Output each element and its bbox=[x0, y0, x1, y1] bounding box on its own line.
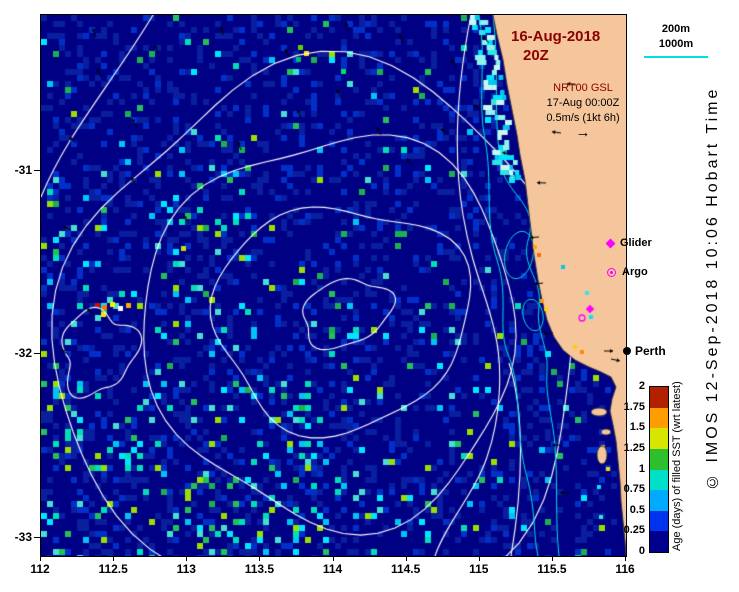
model-annotation: NRT00 GSL 17-Aug 00:00Z 0.5m/s (1kt 6h) … bbox=[527, 81, 639, 141]
x-tick-mark bbox=[113, 556, 115, 561]
colorbar-axis-label: Age (days) of filled SST (wrt latest) bbox=[671, 381, 683, 551]
perth-city-label: Perth bbox=[635, 344, 666, 358]
copyright-text: © IMOS 12-Sep-2018 10:06 Hobart Time bbox=[704, 86, 721, 490]
perth-city-marker bbox=[623, 347, 631, 355]
colorbar-tick-label: 0.5 bbox=[629, 503, 645, 516]
x-tick-label: 113 bbox=[176, 562, 196, 576]
argo-circle-dot bbox=[610, 270, 613, 274]
vector-scale-label: 0.5m/s (1kt 6h) bbox=[546, 112, 620, 124]
colorbar-segment bbox=[650, 531, 668, 552]
colorbar-segment bbox=[650, 469, 668, 491]
glider-diamond-icon bbox=[605, 238, 616, 248]
argo-legend: Argo bbox=[607, 266, 648, 278]
y-tick-mark bbox=[34, 170, 40, 171]
y-tick-mark bbox=[34, 353, 40, 354]
model-valid-time: 17-Aug 00:00Z bbox=[546, 97, 620, 109]
model-name: NRT00 GSL bbox=[553, 82, 613, 94]
x-tick-mark bbox=[332, 556, 334, 561]
map-plot-area: 16-Aug-2018 20Z NRT00 GSL 17-Aug 00:00Z … bbox=[40, 14, 666, 557]
depth-200m-label: 200m bbox=[661, 23, 691, 35]
colorbar-tick-label: 1.75 bbox=[623, 400, 645, 413]
x-tick-label: 113.5 bbox=[244, 562, 275, 576]
x-tick-label: 114 bbox=[322, 562, 343, 576]
x-tick-label: 114.5 bbox=[390, 562, 421, 576]
map-date: 16-Aug-2018 bbox=[511, 28, 601, 45]
x-tick-label: 112.5 bbox=[98, 562, 128, 576]
depth-contour-legend: 200m 1000m bbox=[644, 22, 708, 58]
colorbar-tick-label: 1.5 bbox=[629, 421, 645, 434]
x-tick-mark bbox=[40, 556, 41, 561]
colorbar-segment bbox=[650, 510, 668, 532]
colorbar bbox=[649, 386, 669, 553]
y-tick-mark bbox=[34, 537, 40, 538]
sst-age-map-canvas bbox=[41, 15, 626, 556]
colorbar-segment bbox=[650, 407, 668, 429]
y-tick-label: -31 bbox=[14, 163, 32, 177]
argo-circle-icon bbox=[607, 267, 616, 277]
x-tick-mark bbox=[405, 556, 407, 561]
colorbar-segment bbox=[650, 428, 668, 449]
colorbar-tick-label: 0.25 bbox=[623, 524, 645, 537]
x-tick-label: 116 bbox=[615, 562, 635, 576]
glider-legend: Glider bbox=[605, 237, 652, 249]
x-tick-mark bbox=[259, 556, 261, 561]
x-tick-label: 115 bbox=[469, 562, 489, 576]
colorbar-tick-label: 1.25 bbox=[623, 441, 645, 454]
depth-1000m-line-swatch bbox=[644, 56, 708, 58]
colorbar-tick-label: 2 bbox=[638, 380, 645, 392]
colorbar-segment bbox=[650, 387, 668, 408]
argo-label: Argo bbox=[622, 266, 648, 278]
colorbar-tick-label: 0.75 bbox=[623, 483, 645, 496]
map-date-block: 16-Aug-2018 20Z bbox=[511, 27, 600, 65]
colorbar-tick-label: 0 bbox=[638, 545, 645, 557]
x-tick-mark bbox=[186, 556, 188, 561]
y-tick-label: -33 bbox=[14, 530, 32, 544]
y-tick-label: -32 bbox=[14, 346, 32, 360]
glider-label: Glider bbox=[620, 237, 652, 249]
colorbar-segment bbox=[650, 490, 668, 511]
depth-1000m-label: 1000m bbox=[658, 38, 694, 50]
colorbar-tick-label: 1 bbox=[638, 462, 645, 475]
x-tick-label: 112 bbox=[30, 562, 50, 576]
x-tick-mark bbox=[551, 556, 553, 561]
x-tick-mark bbox=[625, 556, 626, 561]
x-tick-mark bbox=[478, 556, 480, 561]
colorbar-segment bbox=[650, 448, 668, 470]
x-tick-label: 115.5 bbox=[537, 562, 567, 576]
map-time: 20Z bbox=[523, 47, 549, 64]
vector-scale-arrow-icon: → bbox=[575, 124, 591, 141]
